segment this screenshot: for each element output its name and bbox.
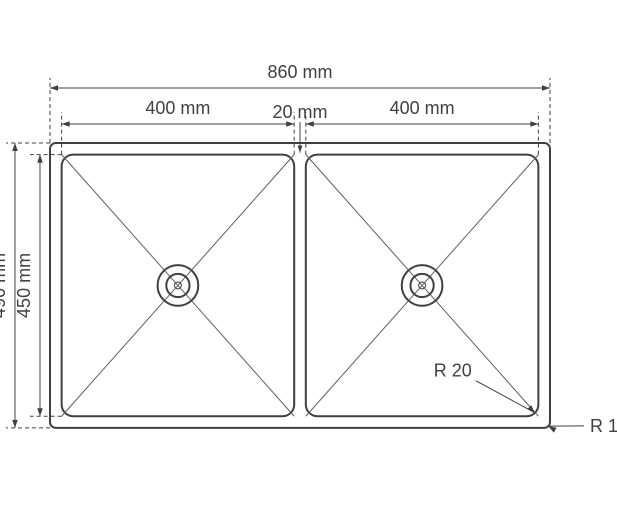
bowl-diagonal [422, 155, 538, 286]
bowl-diagonal [306, 285, 422, 416]
arrowhead [37, 155, 43, 163]
arrowhead [37, 408, 43, 416]
dim-label: 400 mm [390, 98, 455, 118]
bowl-diagonal [422, 285, 538, 416]
sink-outer-outline [50, 143, 550, 428]
dim-label: 450 mm [14, 253, 34, 318]
arrowhead [542, 85, 550, 91]
bowl-diagonal [306, 155, 422, 286]
arrowhead [306, 121, 314, 127]
arrowhead [530, 121, 538, 127]
arrowhead [286, 121, 294, 127]
arrowhead [548, 426, 556, 432]
dim-label: 400 mm [145, 98, 210, 118]
arrowhead [12, 143, 18, 151]
dim-label: 860 mm [267, 62, 332, 82]
dim-label: 490 mm [0, 253, 9, 318]
arrowhead [527, 405, 535, 413]
bowl-diagonal [62, 155, 178, 286]
arrowhead [62, 121, 70, 127]
arrowhead [50, 85, 58, 91]
radius-leader [476, 381, 535, 413]
bowl-diagonal [178, 155, 294, 286]
arrowhead [298, 146, 303, 153]
arrowhead [12, 420, 18, 428]
dim-label: 20 mm [272, 102, 327, 122]
radius-label: R 20 [434, 361, 472, 381]
bowl-diagonal [62, 285, 178, 416]
bowl-diagonal [178, 285, 294, 416]
radius-label: R 10 [590, 416, 617, 436]
